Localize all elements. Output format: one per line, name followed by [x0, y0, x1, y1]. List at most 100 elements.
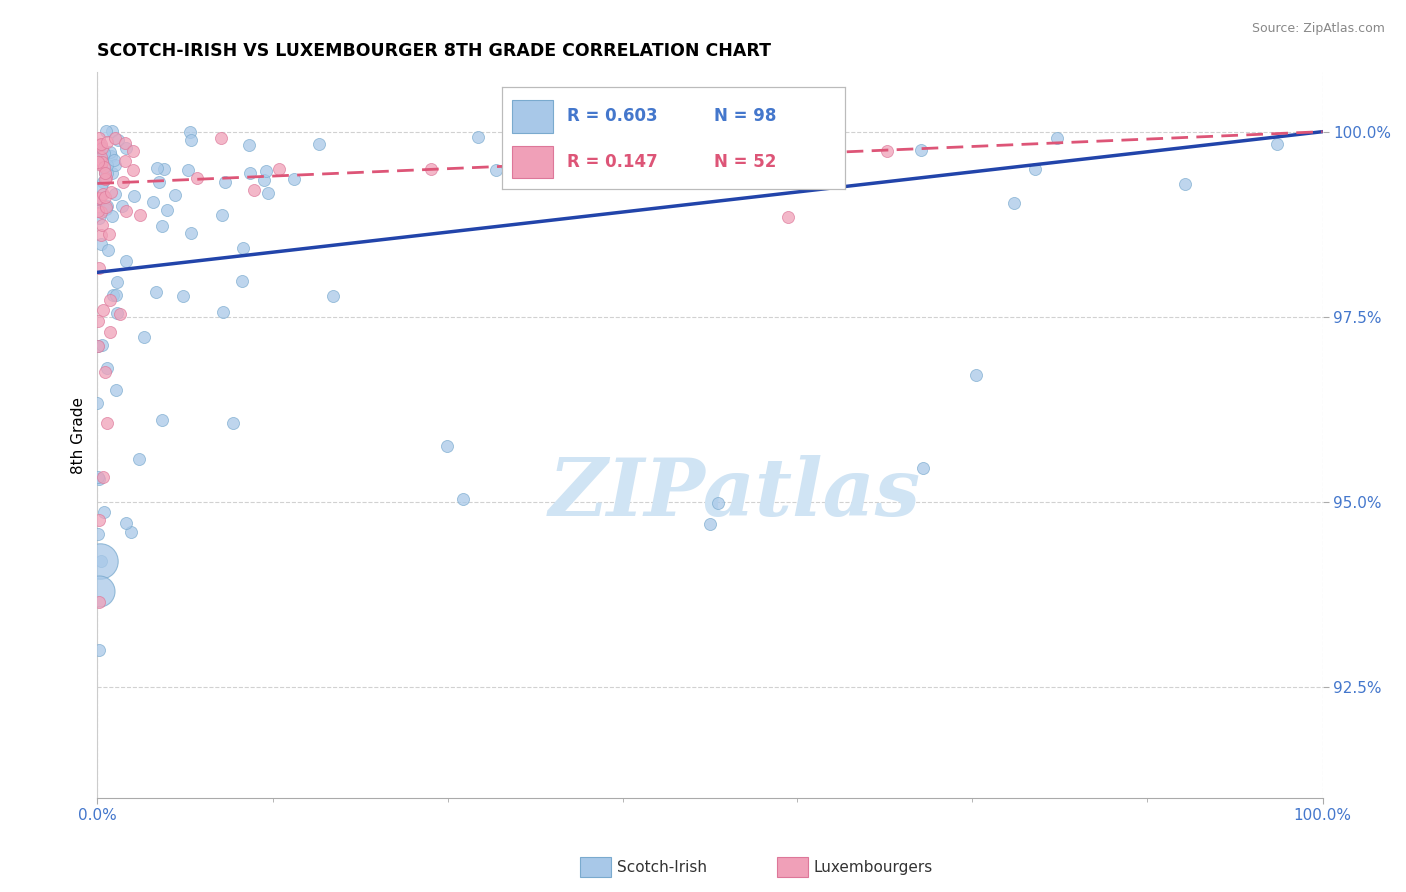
Point: [505, 136, 527, 151]
Point: [172, 288, 194, 302]
Point: [115, 516, 138, 530]
Point: [91, 141, 114, 155]
Point: [209, 130, 232, 145]
Point: [97, 243, 120, 257]
Point: [98, 293, 121, 307]
Point: [94, 165, 117, 179]
Point: [911, 461, 934, 475]
Point: [104, 158, 127, 172]
Point: [86, 470, 108, 484]
Point: [87, 339, 110, 353]
Point: [150, 413, 173, 427]
Point: [128, 451, 150, 466]
Point: [707, 158, 730, 172]
Point: [654, 126, 676, 140]
Y-axis label: 8th Grade: 8th Grade: [72, 397, 86, 474]
Point: [1265, 136, 1288, 151]
Point: [87, 339, 110, 353]
Point: [155, 203, 177, 218]
Point: [89, 191, 111, 205]
Point: [94, 202, 117, 216]
Point: [308, 136, 330, 151]
Point: [436, 439, 458, 453]
Point: [90, 136, 112, 151]
Point: [100, 149, 122, 163]
Point: [180, 226, 202, 240]
Point: [699, 517, 721, 532]
Point: [89, 191, 111, 205]
Point: [96, 417, 118, 431]
Point: [515, 130, 537, 145]
Point: [112, 175, 135, 189]
Point: [111, 199, 134, 213]
Point: [96, 200, 118, 214]
Point: [89, 130, 111, 145]
Point: [103, 288, 125, 302]
Point: [553, 146, 575, 161]
Point: [467, 129, 489, 144]
Point: [96, 170, 118, 185]
Point: [214, 175, 236, 189]
Point: [1024, 161, 1046, 176]
Point: [107, 275, 129, 289]
Point: [148, 175, 170, 189]
Point: [179, 125, 201, 139]
Point: [104, 288, 127, 302]
Point: [876, 144, 898, 158]
Point: [150, 219, 173, 234]
Point: [115, 254, 138, 268]
Point: [239, 166, 262, 180]
Point: [122, 144, 145, 158]
Point: [89, 554, 111, 568]
Point: [90, 554, 112, 568]
Point: [87, 192, 110, 206]
Point: [96, 158, 118, 172]
Point: [91, 144, 114, 158]
Text: Scotch-Irish: Scotch-Irish: [616, 860, 707, 874]
Point: [129, 208, 152, 222]
Point: [269, 161, 291, 176]
Point: [91, 186, 114, 201]
Point: [86, 314, 108, 328]
Point: [98, 145, 121, 159]
Point: [98, 227, 121, 241]
Point: [86, 396, 108, 410]
Point: [283, 172, 305, 186]
Point: [115, 141, 138, 155]
Point: [965, 368, 987, 383]
Point: [90, 218, 112, 232]
Point: [101, 124, 124, 138]
Point: [93, 166, 115, 180]
Point: [90, 338, 112, 352]
Point: [103, 153, 125, 167]
Point: [146, 161, 169, 175]
Point: [89, 137, 111, 152]
Point: [104, 131, 127, 145]
Point: [212, 305, 235, 319]
Point: [93, 302, 115, 317]
Point: [243, 183, 266, 197]
Text: Luxembourgers: Luxembourgers: [813, 860, 932, 874]
Point: [93, 505, 115, 519]
Point: [89, 260, 111, 275]
Point: [107, 133, 129, 147]
Point: [1174, 178, 1197, 192]
Point: [96, 166, 118, 180]
Point: [87, 513, 110, 527]
Text: SCOTCH-IRISH VS LUXEMBOURGER 8TH GRADE CORRELATION CHART: SCOTCH-IRISH VS LUXEMBOURGER 8TH GRADE C…: [97, 42, 772, 60]
Point: [100, 185, 122, 199]
Point: [90, 228, 112, 243]
Point: [91, 470, 114, 484]
Point: [253, 173, 276, 187]
Point: [87, 155, 110, 169]
Point: [90, 237, 112, 252]
Point: [211, 208, 233, 222]
Point: [612, 138, 634, 153]
Point: [114, 153, 136, 168]
Point: [93, 160, 115, 174]
Point: [87, 141, 110, 155]
Point: [90, 205, 112, 219]
Point: [90, 180, 112, 194]
Point: [89, 643, 111, 657]
Point: [115, 204, 138, 219]
